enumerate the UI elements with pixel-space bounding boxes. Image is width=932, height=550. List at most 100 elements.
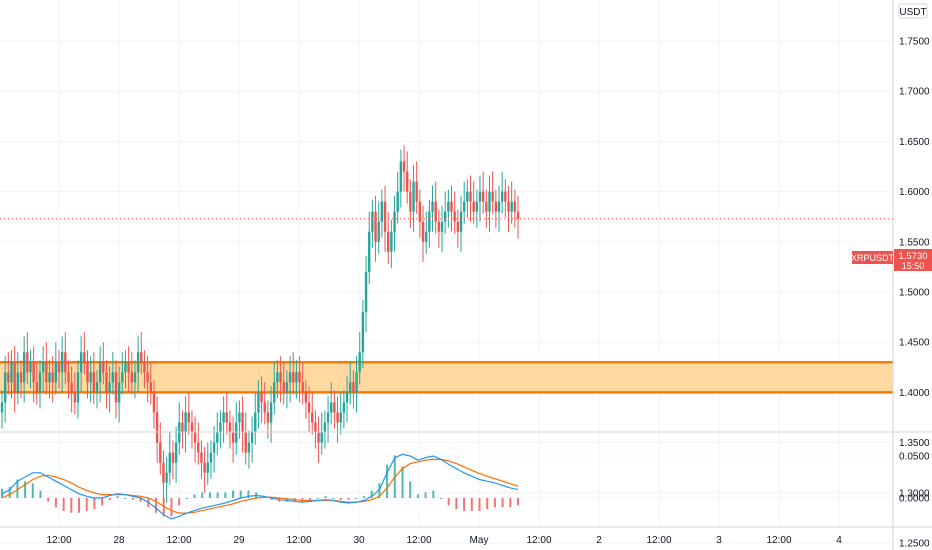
candle-body	[38, 372, 42, 393]
candle-body	[105, 372, 108, 393]
candle-body	[121, 372, 124, 383]
candle-body	[212, 442, 216, 453]
candle-body	[402, 161, 406, 172]
candle-body	[377, 221, 380, 242]
price-tick-label: 1.3500	[899, 438, 930, 449]
candle-body	[285, 382, 289, 393]
candle-body	[440, 221, 444, 232]
macd-histogram-bar	[309, 498, 312, 500]
candle-body	[380, 201, 384, 222]
macd-histogram-bar	[501, 498, 504, 508]
candle-body	[45, 362, 48, 383]
macd-histogram-bar	[101, 498, 104, 506]
candle-body	[276, 372, 279, 383]
indicator-tick-label: 0.0000	[899, 494, 930, 505]
price-tick-label: 1.4000	[899, 388, 930, 399]
candle-body	[260, 392, 263, 403]
time-tick-label: 28	[113, 535, 125, 546]
candle-body	[70, 382, 73, 393]
candle-body	[184, 412, 187, 433]
candle-body	[459, 211, 463, 232]
candle-body	[95, 382, 99, 393]
candle-body	[114, 372, 118, 403]
candle-body	[41, 362, 45, 373]
macd-histogram-bar	[470, 498, 473, 511]
candle-body	[396, 191, 399, 212]
candle-body	[16, 372, 20, 393]
candle-body	[424, 231, 428, 242]
indicator-axis[interactable]: 0.0500 0.0000	[899, 452, 930, 505]
candle-body	[304, 392, 308, 403]
candle-body	[26, 352, 29, 373]
candle-body	[152, 392, 156, 413]
time-axis[interactable]: 12:00 28 12:00 29 12:00 30 12:00 May 12:00 2 12:00…	[46, 535, 842, 546]
macd-histogram-bar	[70, 498, 73, 513]
macd-histogram-bar	[201, 492, 204, 498]
candle-body	[222, 412, 225, 423]
macd-histogram-bar	[24, 481, 27, 498]
candle-body	[235, 422, 238, 443]
candle-body	[466, 191, 469, 202]
time-tick-label: 2	[596, 535, 602, 546]
candle-body	[409, 191, 412, 212]
macd-histogram-bar	[131, 498, 134, 500]
candle-body	[19, 372, 23, 383]
time-tick-label: 30	[353, 535, 365, 546]
candle-body	[92, 372, 96, 393]
candle-body	[3, 372, 7, 403]
macd-histogram-bar	[370, 490, 373, 498]
macd-histogram-bar	[185, 498, 188, 499]
macd-histogram-bar	[208, 492, 211, 498]
candle-body	[323, 422, 327, 433]
candle-body	[390, 231, 393, 252]
support-zone[interactable]	[0, 361, 893, 394]
candle-body	[168, 452, 171, 473]
support-zone-fill[interactable]	[0, 362, 893, 393]
candle-body	[342, 402, 346, 413]
macd-histogram-bar	[409, 481, 412, 498]
candle-body	[136, 352, 140, 373]
candle-body	[364, 271, 368, 313]
macd-histogram-bar	[486, 498, 489, 510]
candle-body	[117, 382, 121, 403]
price-axis[interactable]: 2.00001.95001.90001.85001.80001.75001.70…	[899, 0, 930, 550]
candle-body	[165, 472, 168, 483]
macd-histogram-bar	[39, 490, 42, 498]
candle-body	[108, 382, 111, 393]
macd-histogram-bar	[455, 498, 458, 510]
candle-body	[399, 161, 403, 192]
candle-body	[434, 201, 437, 222]
candle-body	[225, 412, 228, 423]
candle-body	[209, 452, 213, 463]
candle-body	[393, 211, 396, 232]
price-candles	[0, 145, 893, 503]
candle-body	[159, 442, 162, 463]
price-tick-label: 1.7000	[899, 87, 930, 98]
candle-body	[421, 221, 425, 242]
last-price-tag: XRPUSDT 1.5730 15:50	[851, 249, 932, 271]
candle-body	[102, 362, 105, 373]
candle-body	[387, 231, 390, 252]
macd-histogram-bar	[301, 498, 304, 502]
candle-body	[60, 352, 64, 373]
candle-body	[355, 372, 358, 393]
macd-histogram-bar	[85, 498, 88, 511]
candle-body	[320, 432, 323, 443]
macd-histogram-bar	[16, 479, 19, 498]
macd-histogram-bar	[332, 498, 335, 499]
candle-body	[200, 452, 203, 463]
candle-body	[494, 201, 498, 212]
candle-body	[282, 382, 285, 393]
macd-indicator-pane	[1, 453, 519, 520]
candle-body	[431, 201, 434, 212]
candle-body	[146, 372, 149, 383]
candle-body	[513, 201, 517, 212]
candle-body	[149, 382, 152, 393]
candle-body	[288, 372, 292, 383]
candle-body	[453, 211, 456, 222]
candle-body	[64, 352, 67, 373]
candle-body	[510, 201, 513, 212]
price-tick-label: 1.2500	[899, 539, 930, 550]
time-tick-label: 4	[836, 535, 842, 546]
